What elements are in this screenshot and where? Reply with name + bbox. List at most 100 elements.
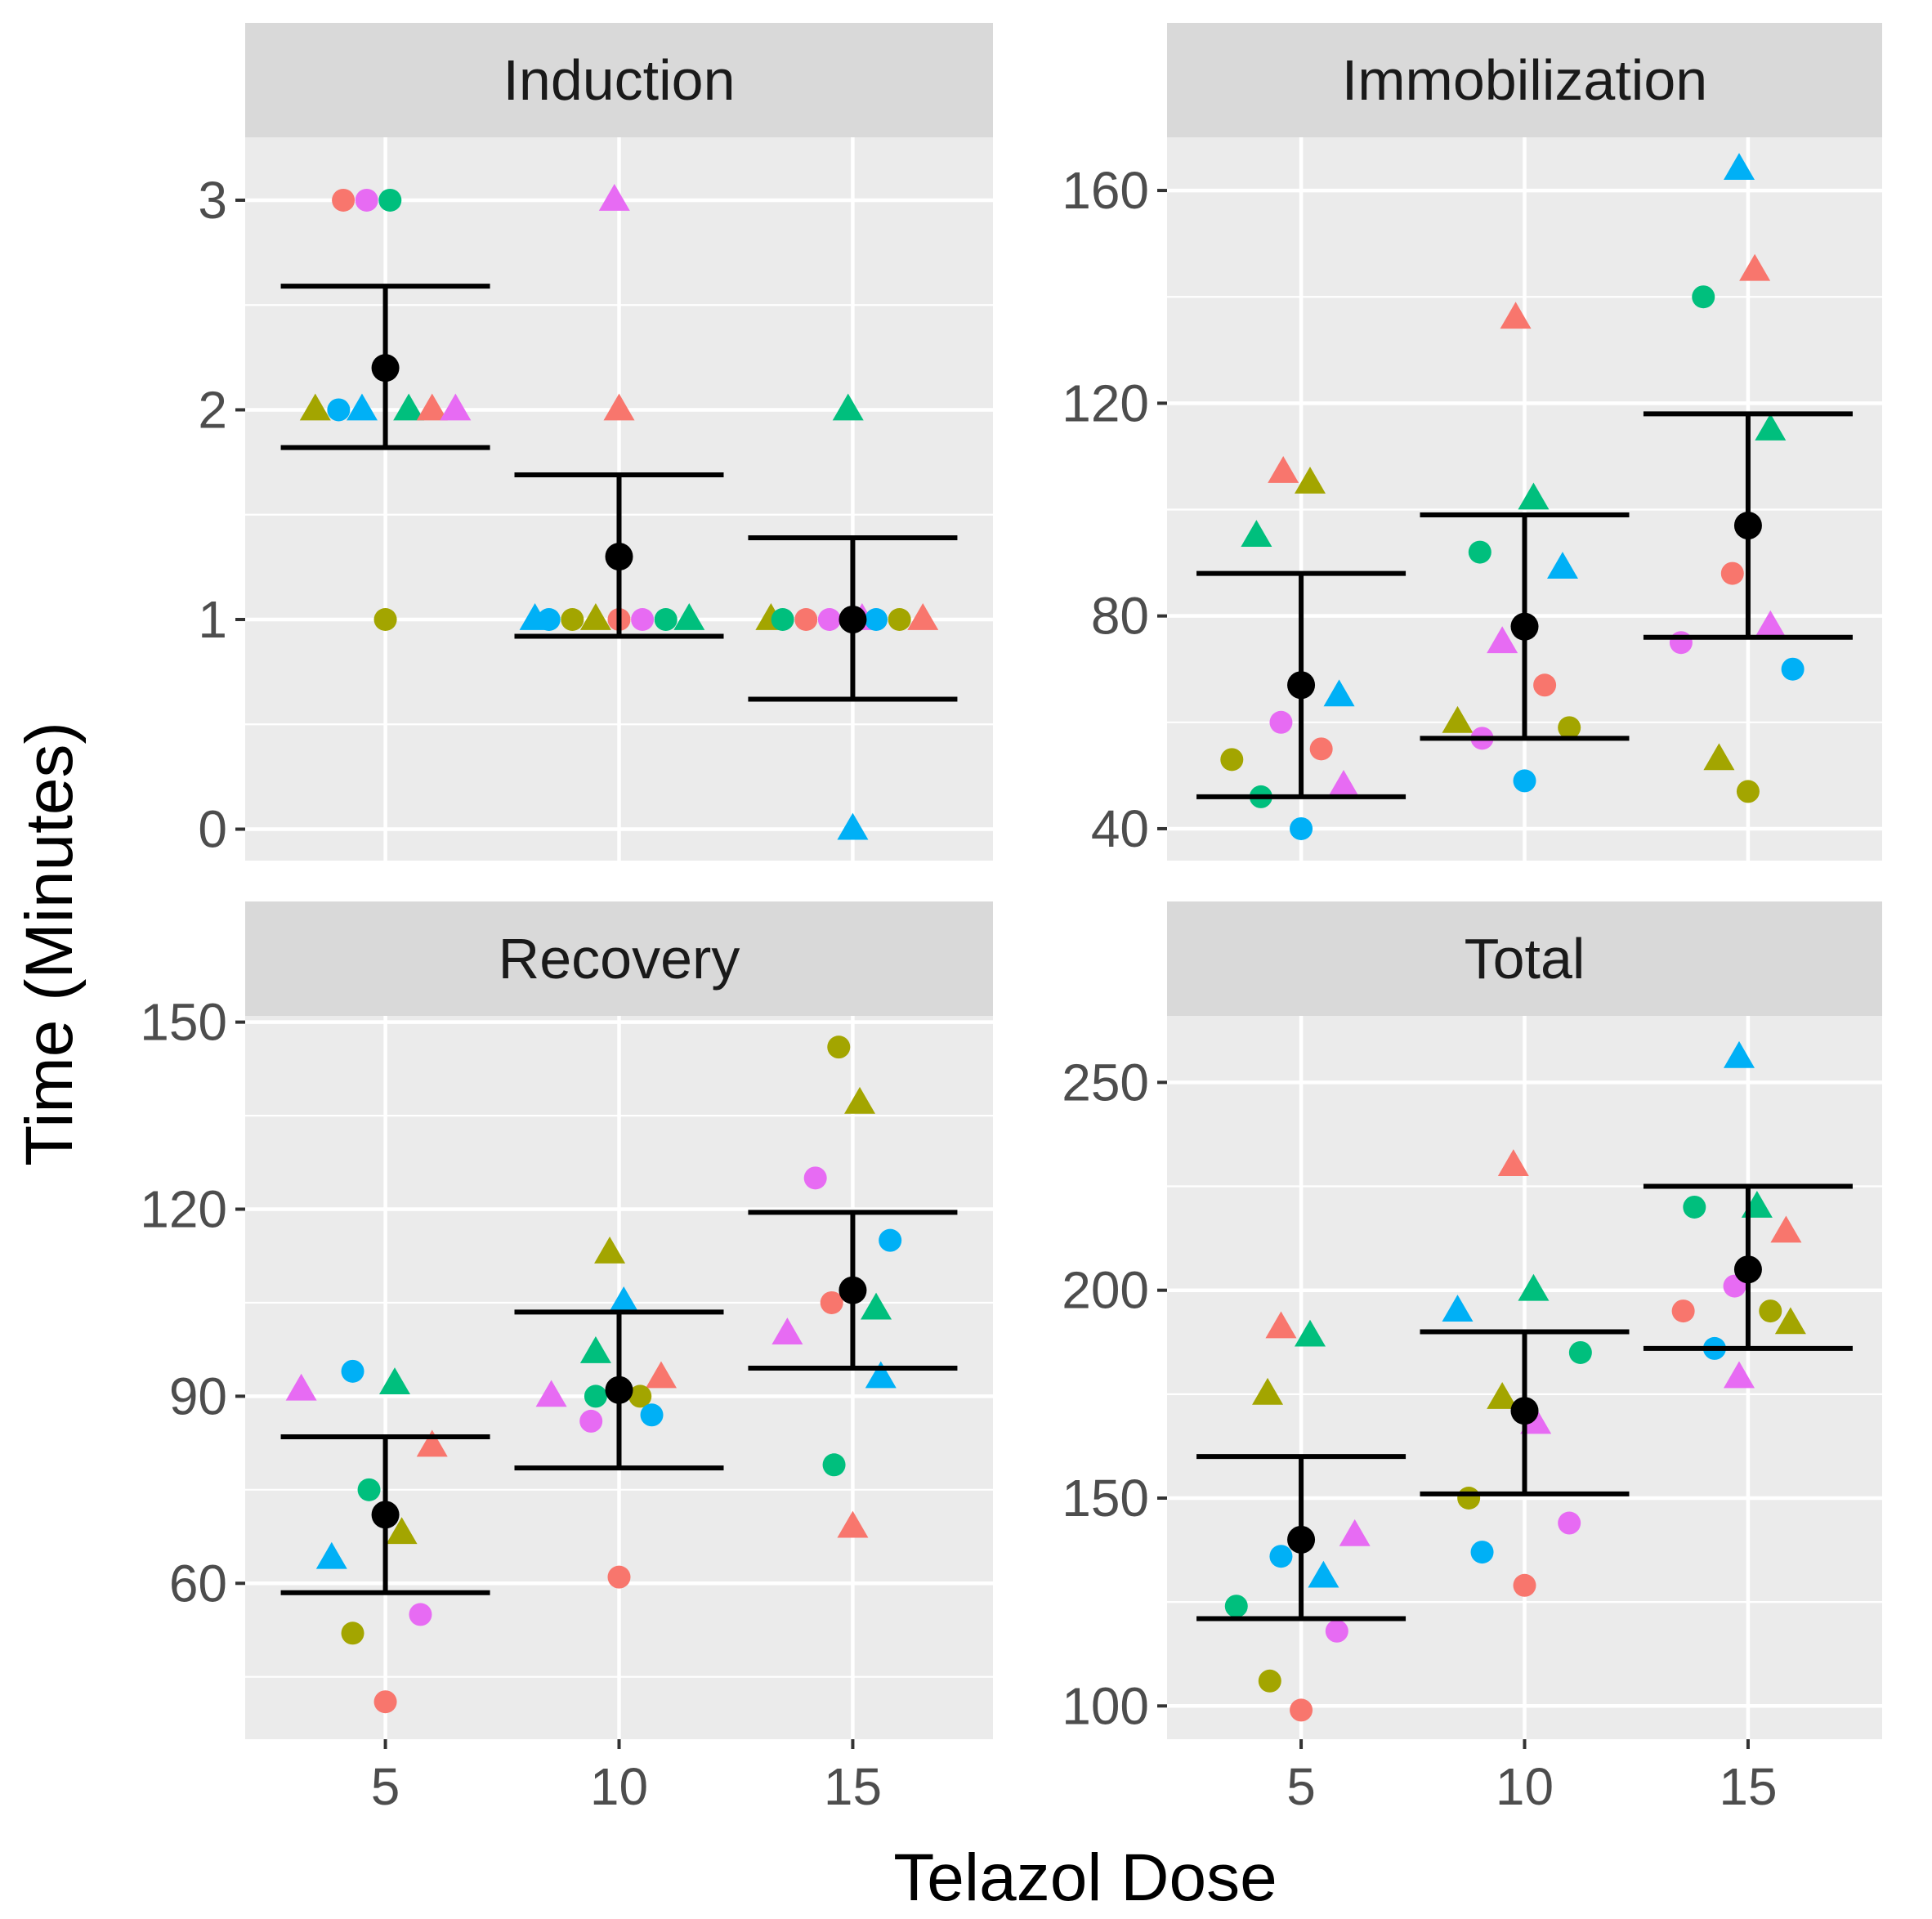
y-tick-label: 80	[1091, 587, 1149, 646]
y-tick-label: 3	[198, 171, 227, 230]
data-point-circle	[803, 1166, 827, 1190]
data-point-circle	[341, 1359, 364, 1383]
data-point-triangle	[1703, 743, 1735, 771]
data-point-circle	[1683, 1195, 1706, 1219]
y-tick-label: 160	[1062, 161, 1149, 220]
data-point-circle	[1692, 285, 1715, 309]
y-tick-label: 200	[1062, 1261, 1149, 1320]
data-point-circle	[1468, 540, 1491, 564]
data-point-circle	[1558, 716, 1581, 740]
y-tick-label: 90	[169, 1367, 227, 1425]
data-point-triangle	[598, 184, 630, 211]
data-point-triangle	[837, 812, 869, 840]
data-point-circle	[822, 1453, 846, 1477]
data-point-triangle	[1323, 679, 1355, 707]
data-point-triangle	[579, 1336, 611, 1363]
y-tick-label: 100	[1062, 1676, 1149, 1735]
data-point-circle	[794, 608, 818, 631]
data-point-triangle	[1546, 552, 1578, 579]
data-point-triangle	[1487, 1381, 1518, 1409]
data-point-circle	[1781, 657, 1805, 681]
data-point-circle	[537, 608, 561, 631]
data-point-triangle	[1252, 1377, 1284, 1405]
data-point-triangle	[907, 603, 939, 630]
data-point-circle	[640, 1403, 664, 1427]
y-tick-label: 1	[198, 590, 227, 649]
data-point-triangle	[1241, 520, 1272, 547]
mean-point	[371, 354, 400, 382]
data-point-triangle	[1518, 482, 1550, 510]
data-point-circle	[631, 608, 655, 631]
facet-strip	[1167, 23, 1882, 137]
y-axis-title: Time (Minutes)	[12, 722, 87, 1166]
data-point-triangle	[1739, 253, 1771, 281]
data-point-circle	[373, 608, 397, 631]
data-point-circle	[820, 1291, 843, 1314]
y-tick-label: 120	[1062, 374, 1149, 432]
x-tick-label: 10	[1496, 1757, 1554, 1816]
data-point-triangle	[1755, 610, 1787, 637]
mean-point	[371, 1501, 400, 1529]
data-point-circle	[1258, 1669, 1281, 1693]
data-point-circle	[1220, 748, 1244, 772]
y-tick-label: 60	[169, 1554, 227, 1613]
data-point-triangle	[837, 1510, 869, 1538]
data-point-triangle	[535, 1380, 567, 1407]
x-tick-label: 15	[1719, 1757, 1777, 1816]
data-point-triangle	[1518, 1273, 1550, 1301]
data-point-circle	[1671, 1299, 1695, 1323]
data-point-circle	[409, 1603, 432, 1626]
data-point-triangle	[1774, 1307, 1806, 1335]
data-point-triangle	[645, 1361, 677, 1389]
data-point-circle	[1736, 780, 1760, 803]
y-tick-label: 40	[1091, 799, 1149, 858]
x-tick-label: 15	[824, 1757, 882, 1816]
data-point-circle	[1669, 631, 1693, 655]
data-point-circle	[579, 1409, 603, 1433]
y-tick-label: 150	[140, 993, 227, 1052]
data-point-triangle	[285, 1373, 317, 1401]
data-point-triangle	[1755, 413, 1787, 441]
data-point-triangle	[865, 1361, 897, 1389]
data-point-triangle	[1520, 1407, 1552, 1434]
data-point-triangle	[1724, 1361, 1755, 1389]
data-point-circle	[817, 608, 841, 631]
data-point-triangle	[594, 1236, 626, 1264]
mean-point	[1510, 1397, 1539, 1425]
facet-strip-label: Immobilization	[1342, 48, 1707, 112]
data-point-triangle	[861, 1292, 892, 1320]
data-point-triangle	[416, 393, 448, 421]
y-tick-label: 150	[1062, 1469, 1149, 1528]
data-point-circle	[1558, 1511, 1581, 1535]
data-point-circle	[355, 188, 378, 212]
data-point-triangle	[579, 603, 611, 630]
data-point-circle	[607, 1565, 631, 1589]
data-point-circle	[373, 1690, 397, 1714]
data-point-circle	[628, 1384, 652, 1408]
data-point-circle	[1457, 1487, 1481, 1510]
y-tick-label: 120	[140, 1180, 227, 1239]
data-point-triangle	[1295, 467, 1326, 494]
mean-point	[1733, 1255, 1762, 1284]
data-point-triangle	[771, 1317, 803, 1345]
data-point-triangle	[379, 1367, 410, 1395]
data-point-circle	[1290, 1698, 1313, 1722]
data-point-triangle	[1497, 1149, 1529, 1177]
mean-point	[1733, 512, 1762, 540]
data-point-circle	[561, 608, 584, 631]
data-point-circle	[357, 1478, 381, 1501]
data-point-circle	[584, 1384, 607, 1408]
data-point-triangle	[440, 393, 472, 421]
data-point-triangle	[386, 1517, 418, 1545]
data-point-circle	[1533, 673, 1557, 697]
y-tick-label: 2	[198, 380, 227, 439]
data-point-circle	[1513, 769, 1536, 793]
x-axis-title: Telazol Dose	[893, 1841, 1277, 1915]
data-point-triangle	[1308, 1560, 1339, 1588]
mean-point	[839, 606, 867, 633]
data-point-circle	[1269, 1545, 1293, 1568]
data-point-triangle	[1442, 1295, 1474, 1322]
facet-panel-immobilization: Immobilization 40 80 120 160	[1062, 23, 1882, 861]
data-point-circle	[654, 608, 678, 631]
